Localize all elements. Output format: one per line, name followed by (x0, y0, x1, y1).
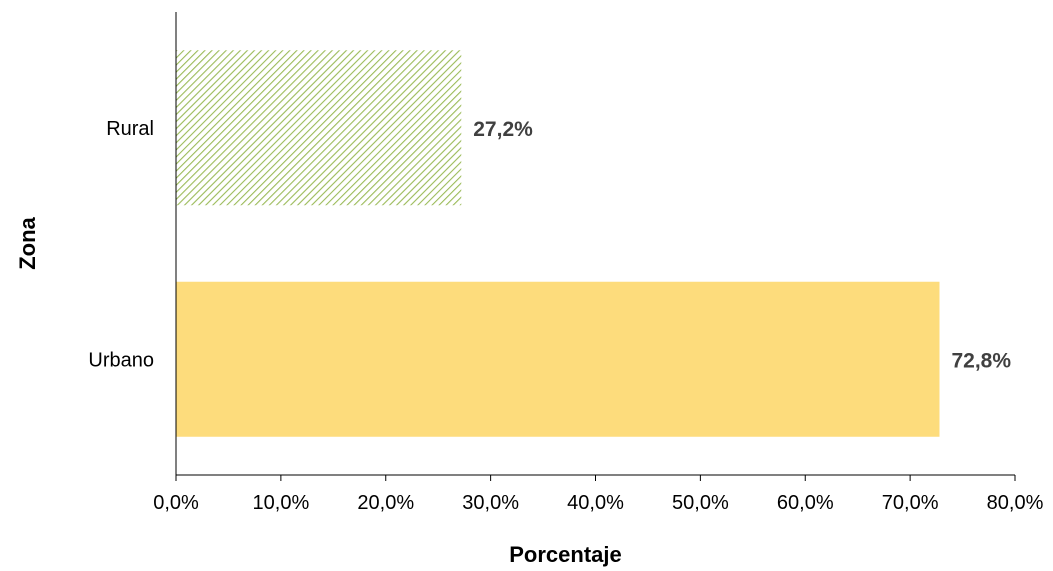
data-label-urbano: 72,8% (951, 349, 1011, 372)
x-tick-label: 10,0% (253, 492, 310, 514)
x-tick-label: 60,0% (777, 492, 834, 514)
data-label-rural: 27,2% (473, 118, 533, 141)
x-tick-label: 40,0% (567, 492, 624, 514)
bar-urbano (176, 281, 940, 437)
x-tick-label: 80,0% (987, 492, 1044, 514)
x-tick-label: 70,0% (882, 492, 939, 514)
x-tick-label: 50,0% (672, 492, 729, 514)
x-tick-label: 20,0% (357, 492, 414, 514)
x-axis-title: Porcentaje (509, 542, 622, 567)
y-axis-title: Zona (15, 216, 40, 269)
category-label-urbano: Urbano (88, 349, 154, 371)
x-tick-label: 0,0% (153, 492, 199, 514)
bar-rural (176, 50, 462, 206)
category-label-rural: Rural (106, 118, 154, 140)
plot-area: Rural 27,2% Urbano 72,8% 0,0% 10,0% 20,0% 30,0%… (88, 12, 1044, 514)
x-tick-label: 30,0% (462, 492, 519, 514)
